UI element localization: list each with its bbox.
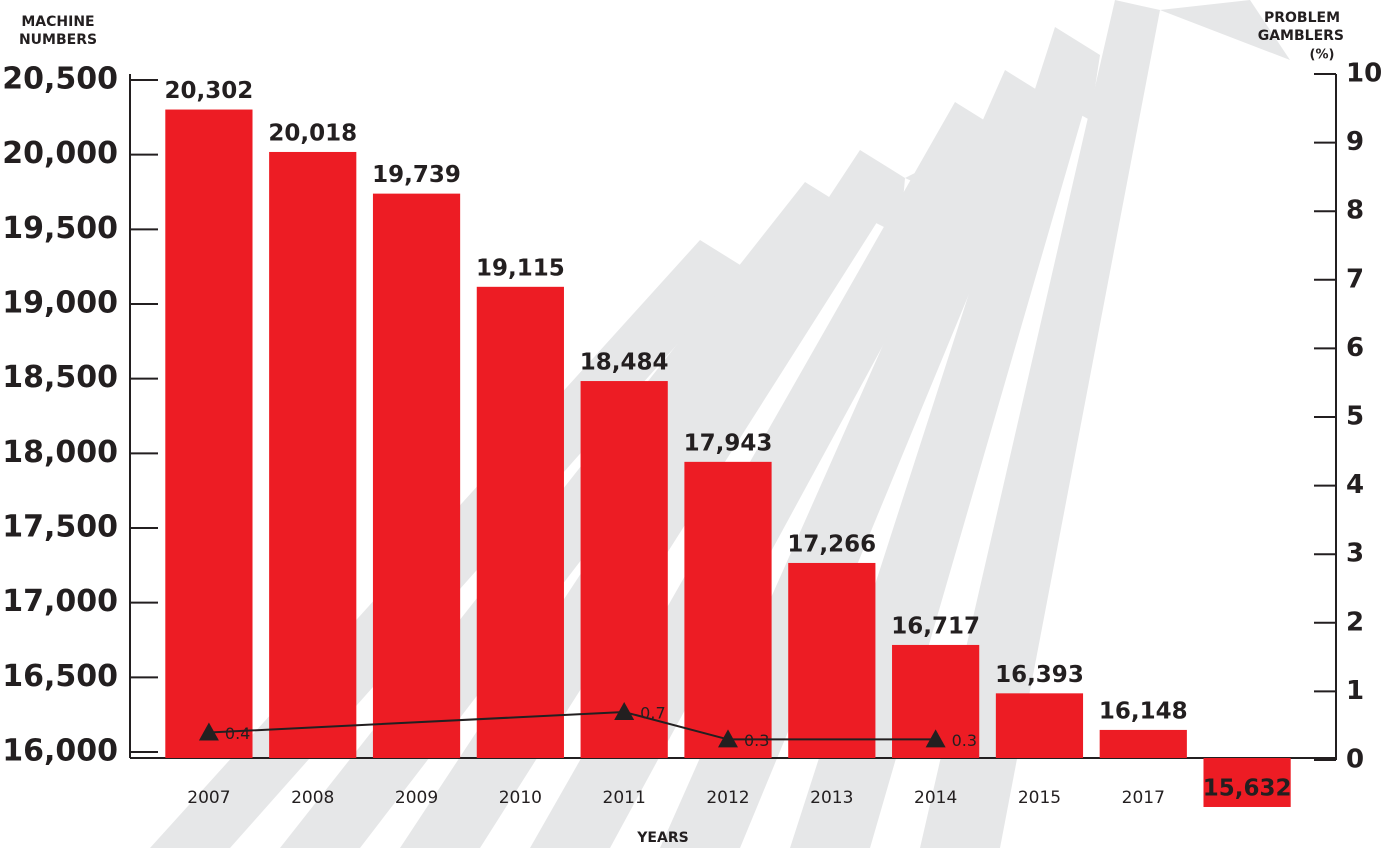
y2-tick-label: 10	[1346, 59, 1382, 89]
bar	[684, 461, 772, 758]
bar-value-label: 19,115	[476, 255, 565, 281]
bar-value-label: 20,302	[165, 78, 254, 104]
y2-axis-title: PROBLEM	[1264, 10, 1340, 26]
y-tick-label: 17,500	[2, 510, 118, 545]
y2-tick-label: 5	[1346, 402, 1364, 432]
y2-tick-label: 3	[1346, 539, 1364, 569]
y-tick-label: 16,500	[2, 659, 118, 694]
x-tick-label: 2013	[810, 788, 853, 808]
x-tick-label: 2012	[706, 788, 749, 808]
x-tick-label: 2017	[1122, 788, 1165, 808]
bar	[165, 109, 253, 758]
y-tick-label: 19,500	[2, 211, 118, 246]
y-tick-label: 20,500	[2, 61, 118, 96]
x-tick-label: 2009	[395, 788, 438, 808]
gambler-marker	[925, 729, 946, 748]
bar-value-label: 18,484	[580, 350, 669, 376]
x-tick-label: 2014	[914, 788, 957, 808]
gambler-value-label: 0.3	[952, 731, 977, 750]
y-tick-label: 18,000	[2, 435, 118, 470]
bar-value-label: 16,148	[1099, 698, 1188, 724]
y2-tick-label: 7	[1346, 264, 1364, 294]
bar	[476, 286, 564, 758]
y-tick-label: 18,500	[2, 360, 118, 395]
gambler-marker	[198, 722, 219, 741]
y2-tick-label: 9	[1346, 127, 1364, 157]
x-tick-label: 2015	[1018, 788, 1061, 808]
gambler-marker	[614, 701, 635, 720]
bar	[372, 193, 461, 759]
bar-value-label: 20,018	[268, 120, 357, 146]
bar	[1203, 758, 1291, 807]
bar-value-label: 16,717	[891, 613, 980, 639]
y-tick-label: 19,000	[2, 285, 118, 320]
bar	[995, 693, 1084, 758]
bar-value-label: 17,943	[684, 430, 773, 456]
bar	[1099, 729, 1187, 758]
x-tick-label: 2010	[499, 788, 542, 808]
gambler-line	[208, 710, 936, 741]
y-tick-label: 20,000	[2, 136, 118, 171]
bar	[788, 562, 876, 758]
x-tick-label: 2007	[187, 788, 230, 808]
bar-value-label: 16,393	[995, 662, 1084, 688]
y2-tick-label: 2	[1346, 607, 1364, 637]
gambler-value-label: 0.4	[225, 724, 250, 743]
y2-tick-label: 8	[1346, 196, 1364, 226]
bar	[580, 381, 668, 758]
gambler-marker	[718, 729, 738, 748]
y2-axis-title: GAMBLERS	[1258, 28, 1344, 44]
y2-tick-label: 1	[1346, 676, 1364, 706]
gambler-value-label: 0.3	[744, 731, 769, 750]
x-tick-label: 2008	[291, 788, 334, 808]
y2-tick-label: 0	[1346, 745, 1364, 775]
x-axis-title: YEARS	[636, 830, 688, 846]
bar-value-label: 19,739	[372, 162, 461, 188]
gambler-value-label: 0.7	[640, 703, 665, 722]
y2-tick-label: 4	[1346, 470, 1364, 500]
bar-value-label: 15,632	[1203, 775, 1292, 801]
x-tick-label: 2011	[603, 788, 646, 808]
y-axis-title: MACHINE	[21, 14, 94, 30]
y2-tick-label: 6	[1346, 333, 1364, 363]
bar-value-label: 17,266	[787, 531, 876, 557]
y-tick-label: 16,000	[2, 734, 118, 769]
y-axis-title: NUMBERS	[19, 32, 97, 48]
y-tick-label: 17,000	[2, 584, 118, 619]
bar	[269, 151, 357, 759]
y2-axis-title: (%)	[1310, 48, 1335, 63]
